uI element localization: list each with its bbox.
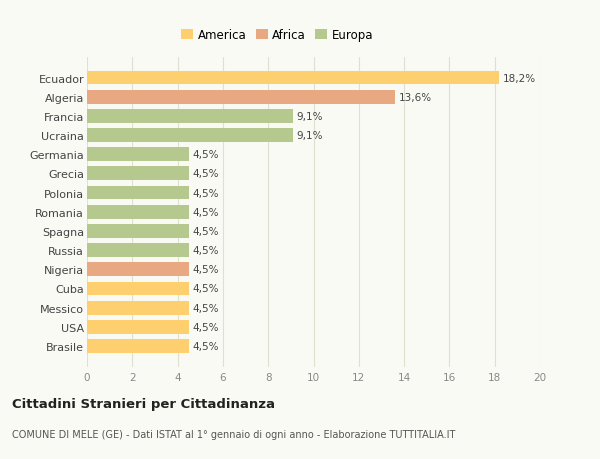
Bar bbox=[87, 129, 293, 143]
Text: 4,5%: 4,5% bbox=[193, 341, 219, 351]
Text: Cittadini Stranieri per Cittadinanza: Cittadini Stranieri per Cittadinanza bbox=[12, 397, 275, 410]
Bar bbox=[87, 205, 189, 219]
Bar bbox=[87, 186, 189, 200]
Text: 4,5%: 4,5% bbox=[193, 188, 219, 198]
Bar bbox=[87, 110, 293, 123]
Text: 4,5%: 4,5% bbox=[193, 246, 219, 256]
Bar bbox=[87, 339, 189, 353]
Text: 4,5%: 4,5% bbox=[193, 284, 219, 294]
Text: 4,5%: 4,5% bbox=[193, 169, 219, 179]
Text: COMUNE DI MELE (GE) - Dati ISTAT al 1° gennaio di ogni anno - Elaborazione TUTTI: COMUNE DI MELE (GE) - Dati ISTAT al 1° g… bbox=[12, 429, 455, 439]
Text: 4,5%: 4,5% bbox=[193, 150, 219, 160]
Bar bbox=[87, 244, 189, 257]
Text: 4,5%: 4,5% bbox=[193, 303, 219, 313]
Bar bbox=[87, 224, 189, 238]
Text: 9,1%: 9,1% bbox=[296, 131, 323, 141]
Text: 13,6%: 13,6% bbox=[398, 93, 431, 102]
Text: 4,5%: 4,5% bbox=[193, 226, 219, 236]
Bar bbox=[87, 320, 189, 334]
Bar bbox=[87, 167, 189, 181]
Legend: America, Africa, Europa: America, Africa, Europa bbox=[181, 29, 373, 42]
Bar bbox=[87, 90, 395, 104]
Bar bbox=[87, 282, 189, 296]
Text: 4,5%: 4,5% bbox=[193, 322, 219, 332]
Text: 4,5%: 4,5% bbox=[193, 265, 219, 274]
Text: 4,5%: 4,5% bbox=[193, 207, 219, 217]
Text: 18,2%: 18,2% bbox=[503, 73, 536, 84]
Bar bbox=[87, 301, 189, 315]
Bar bbox=[87, 148, 189, 162]
Bar bbox=[87, 72, 499, 85]
Text: 9,1%: 9,1% bbox=[296, 112, 323, 122]
Bar bbox=[87, 263, 189, 277]
